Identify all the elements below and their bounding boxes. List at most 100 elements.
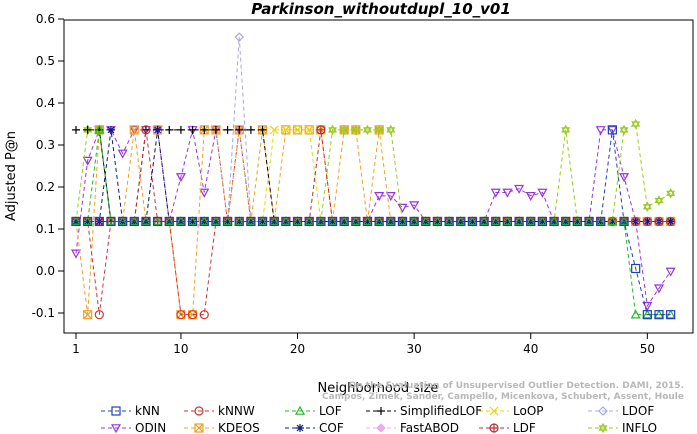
legend-item-fastabod: FastABOD (366, 421, 459, 434)
legend-item-lof: LOF (285, 404, 342, 418)
series-loop (71, 125, 676, 226)
x-tick-label: 50 (640, 342, 655, 356)
data-point (339, 216, 349, 227)
data-point (199, 188, 210, 198)
y-tick-label: 0.3 (36, 138, 55, 152)
data-point (561, 216, 571, 227)
data-point (598, 406, 608, 416)
data-point (537, 216, 548, 227)
legend-item-simplifiedlof: SimplifiedLOF (366, 404, 482, 418)
data-point (188, 310, 198, 320)
series-odin (70, 126, 676, 312)
data-point (316, 125, 326, 135)
data-point (258, 217, 267, 226)
data-point (351, 124, 361, 136)
legend-label: LDF (513, 421, 536, 434)
data-point (83, 310, 93, 320)
data-point (153, 216, 163, 227)
data-point (468, 217, 477, 226)
data-point (376, 423, 386, 433)
data-point (386, 216, 396, 227)
legend-item-odin: ODIN (101, 421, 166, 434)
data-point (328, 217, 337, 226)
data-point (665, 267, 676, 277)
data-point (398, 217, 407, 226)
data-point (83, 216, 93, 227)
data-point (110, 424, 122, 434)
x-tick-label: 40 (523, 342, 538, 356)
data-point (304, 216, 314, 227)
data-point (385, 192, 396, 202)
x-tick-label: 10 (173, 342, 188, 356)
data-point (164, 216, 174, 227)
data-point (129, 126, 140, 136)
series-line (76, 129, 671, 222)
data-point (397, 216, 408, 227)
data-point (281, 125, 291, 135)
data-point (631, 263, 641, 274)
data-point (83, 125, 92, 134)
credit-line-1: Campos, Zimek, Sander, Campello, Micenko… (322, 392, 684, 402)
data-point (362, 124, 373, 136)
series-layer (70, 32, 676, 320)
data-point (222, 216, 233, 227)
legend-label: COF (319, 421, 344, 434)
data-point (246, 216, 256, 227)
data-point (117, 149, 128, 159)
y-tick-label: 0.1 (36, 222, 55, 236)
legend-item-kdeos: KDEOS (184, 421, 260, 434)
series-line (76, 129, 671, 316)
data-point (304, 125, 314, 135)
data-point (526, 216, 536, 227)
series-line (76, 129, 671, 222)
data-point (538, 217, 547, 226)
legend-label: KDEOS (218, 421, 260, 434)
data-point (194, 423, 204, 433)
data-point (199, 310, 209, 320)
data-point (246, 125, 255, 134)
data-point (607, 125, 617, 135)
data-point (223, 125, 232, 134)
legend-label: LOF (319, 404, 342, 418)
data-point (666, 310, 676, 320)
legend: kNN kNNW LOF SimplifiedLOF LoOP LDOF ODIN KDEOS… (101, 404, 657, 434)
data-point (211, 216, 221, 227)
data-point (71, 216, 81, 227)
x-tick-label: 20 (290, 342, 305, 356)
legend-label: LoOP (513, 404, 544, 418)
data-point (281, 216, 291, 227)
data-point (257, 216, 268, 227)
data-point (503, 217, 512, 226)
data-point (94, 310, 104, 320)
legend-item-loop: LoOP (479, 404, 544, 418)
data-point (653, 284, 665, 294)
data-point (491, 216, 501, 227)
legend-item-knn: kNN (101, 404, 160, 418)
data-point (374, 216, 384, 227)
data-point (223, 217, 232, 226)
data-point (374, 192, 385, 202)
data-point (175, 173, 186, 183)
y-tick-label: 0.6 (36, 12, 55, 26)
legend-label: LDOF (622, 404, 654, 418)
series-simplifiedlof (72, 125, 675, 226)
y-axis-label: Adjusted P@n (4, 131, 19, 221)
legend-label: INFLO (622, 421, 657, 434)
data-point (409, 201, 420, 211)
data-point (479, 216, 489, 227)
x-tick-label: 30 (406, 342, 421, 356)
series-line (76, 37, 671, 222)
data-point (327, 124, 338, 136)
data-point (573, 217, 582, 226)
legend-label: kNNW (218, 404, 255, 418)
data-point (643, 217, 652, 226)
data-point (234, 32, 245, 42)
data-point (502, 188, 513, 198)
series-kdeos (71, 125, 676, 320)
data-point (129, 125, 139, 135)
data-point (94, 216, 104, 227)
data-point (72, 125, 80, 134)
data-point (619, 173, 630, 183)
legend-item-inflo: INFLO (588, 421, 657, 434)
